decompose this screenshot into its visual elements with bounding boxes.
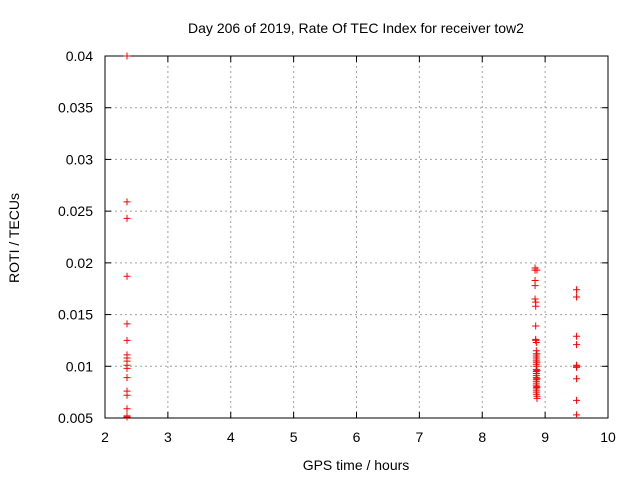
y-tick-label: 0.01 [66, 358, 93, 374]
y-axis-label: ROTI / TECUs [6, 193, 22, 283]
x-tick-label: 8 [478, 429, 486, 445]
data-point [533, 366, 541, 374]
axis-ticks [104, 55, 609, 419]
data-point [123, 214, 131, 222]
y-tick-label: 0.04 [66, 48, 93, 64]
data-point [123, 320, 131, 328]
y-tick-label: 0.015 [58, 307, 93, 323]
x-axis-label: GPS time / hours [303, 457, 410, 473]
data-point [533, 375, 541, 383]
x-tick-labels: 2 3 4 5 6 7 8 9 10 [101, 429, 616, 445]
grid [105, 56, 608, 418]
y-tick-label: 0.03 [66, 151, 93, 167]
data-point [531, 295, 539, 303]
data-point [533, 358, 541, 366]
data-point [531, 282, 539, 290]
data-point [573, 332, 581, 340]
data-points [123, 52, 581, 421]
x-tick-label: 7 [415, 429, 423, 445]
data-point [573, 286, 581, 294]
x-tick-label: 3 [164, 429, 172, 445]
data-point [123, 405, 131, 413]
data-point [533, 394, 541, 402]
data-point [573, 411, 581, 419]
plot-frame [104, 55, 609, 419]
data-point [123, 198, 131, 206]
data-point [123, 336, 131, 344]
chart-title: Day 206 of 2019, Rate Of TEC Index for r… [188, 20, 524, 36]
x-tick-label: 5 [290, 429, 298, 445]
data-point [573, 293, 581, 301]
data-point [573, 375, 581, 383]
data-point [123, 364, 131, 372]
x-tick-label: 6 [353, 429, 361, 445]
data-point [123, 272, 131, 280]
data-point [573, 341, 581, 349]
x-tick-label: 9 [541, 429, 549, 445]
y-tick-label: 0.02 [66, 255, 93, 271]
data-point [123, 52, 131, 60]
data-point [573, 396, 581, 404]
data-point [533, 383, 541, 391]
data-point [532, 302, 540, 310]
y-tick-labels: 0.005 0.01 0.015 0.02 0.025 0.03 0.035 0.04 [58, 48, 93, 426]
x-tick-label: 10 [600, 429, 616, 445]
data-point [123, 391, 131, 399]
y-tick-label: 0.005 [58, 410, 93, 426]
x-tick-label: 2 [101, 429, 109, 445]
data-point [532, 338, 540, 346]
data-point [573, 363, 581, 371]
y-tick-label: 0.025 [58, 203, 93, 219]
data-point [532, 322, 540, 330]
data-point [533, 266, 541, 274]
data-point [533, 350, 541, 358]
data-point [123, 412, 131, 420]
data-point [123, 374, 131, 382]
y-tick-label: 0.035 [58, 100, 93, 116]
x-tick-label: 4 [227, 429, 235, 445]
